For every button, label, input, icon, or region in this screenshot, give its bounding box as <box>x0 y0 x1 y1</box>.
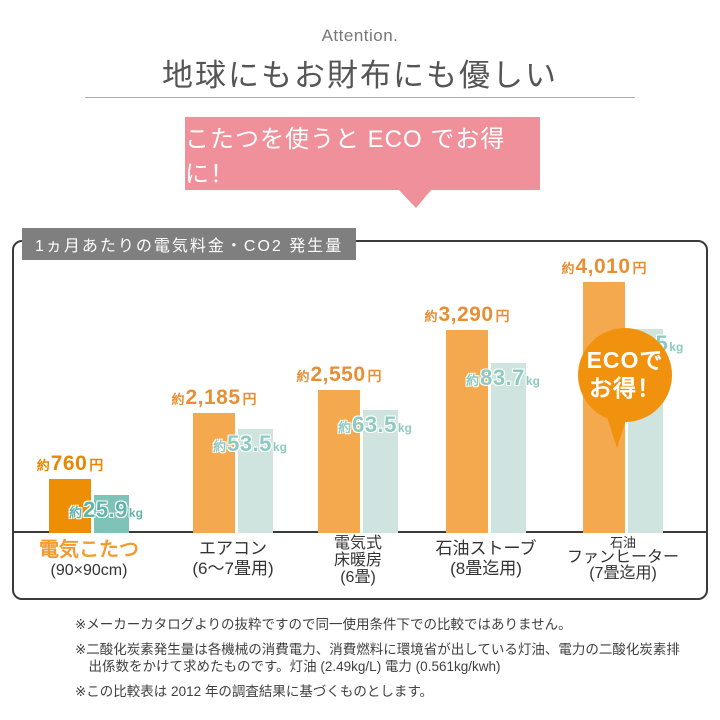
approx-prefix: 約 <box>561 261 575 276</box>
speech-bubble-tail <box>398 189 432 208</box>
category-name: エアコン <box>199 539 267 558</box>
price-number: 2,185 <box>185 386 241 409</box>
category-name: ファンヒーター <box>566 548 679 566</box>
footnote-item: ※二酸化炭素発生量は各機械の消費電力、消費燃料に環境省が出している灯油、電力の二… <box>75 641 680 675</box>
category-size: (7畳迄用) <box>589 565 657 583</box>
category-label-floor-heating: 電気式 床暖房 (6畳) <box>283 535 433 586</box>
price-unit: 円 <box>495 308 510 324</box>
co2-unit: kg <box>397 421 412 435</box>
eco-badge: ECOで お得！ <box>578 328 672 422</box>
price-value-label: 約2,550 円 <box>296 364 381 385</box>
footnote-item: ※メーカーカタログよりの抜粋ですので同一使用条件下での比較ではありません。 <box>75 617 572 632</box>
approx-prefix: 約 <box>36 458 50 473</box>
approx-prefix: 約 <box>424 309 438 324</box>
price-number: 4,010 <box>575 255 631 278</box>
approx-prefix: 約 <box>171 392 185 407</box>
approx-prefix: 約 <box>296 369 310 384</box>
price-value-label: 約760 円 <box>37 453 104 474</box>
eco-badge-tail <box>606 414 628 448</box>
price-bar <box>446 330 488 533</box>
footnote-item: ※この比較表は 2012 年の調査結果に基づくものとします。 <box>75 683 433 699</box>
bar-group-aircon: 約2,185 円 約53.5kg エアコン (6～7畳用) <box>158 242 308 598</box>
eco-badge-line1: ECOで <box>586 347 664 374</box>
price-unit: 円 <box>242 391 257 407</box>
co2-number: 25.9 <box>83 497 128 522</box>
co2-unit: kg <box>128 506 143 520</box>
eco-badge-line2: お得！ <box>589 375 661 401</box>
chart-title-badge: 1ヵ月あたりの電気料金・CO2 発生量 <box>22 228 357 260</box>
price-unit: 円 <box>89 457 104 473</box>
category-size: (8畳迄用) <box>450 558 522 578</box>
price-value-label: 約2,185 円 <box>171 387 256 408</box>
category-label-kotatsu: 電気こたつ (90×90cm) <box>14 539 164 580</box>
co2-number: 63.5 <box>352 412 397 437</box>
price-bar <box>49 479 91 533</box>
category-name: 床暖房 <box>333 551 382 569</box>
category-size: (6畳) <box>340 568 376 586</box>
category-label-oil-fan-heater: 石油 ファンヒーター (7畳迄用) <box>548 536 698 583</box>
price-unit: 円 <box>367 368 382 384</box>
co2-unit: kg <box>525 374 540 388</box>
co2-unit: kg <box>669 340 684 354</box>
co2-value-label: 約63.5kg <box>338 414 412 436</box>
co2-value-label: 約83.7kg <box>466 367 540 389</box>
approx-prefix: 約 <box>466 373 480 388</box>
category-label-oil-stove: 石油ストーブ (8畳迄用) <box>411 539 561 578</box>
title-divider <box>85 97 635 98</box>
approx-prefix: 約 <box>69 505 83 520</box>
co2-unit: kg <box>272 440 287 454</box>
category-size: (90×90cm) <box>50 562 128 579</box>
co2-number: 83.7 <box>480 365 525 390</box>
speech-bubble-text: こたつを使うと ECO でお得に！ <box>185 125 506 188</box>
approx-prefix: 約 <box>338 420 352 435</box>
category-name: 石油 <box>609 535 636 550</box>
price-bar <box>193 413 235 533</box>
co2-value-label: 約25.9kg <box>69 499 143 521</box>
approx-prefix: 約 <box>213 439 227 454</box>
price-number: 760 <box>50 452 88 475</box>
price-number: 2,550 <box>310 363 366 386</box>
category-label-aircon: エアコン (6～7畳用) <box>158 539 308 578</box>
price-value-label: 約3,290 円 <box>424 304 509 325</box>
bar-group-kotatsu: 約760 円 約25.9kg 電気こたつ (90×90cm) <box>14 242 164 598</box>
category-size: (6～7畳用) <box>192 558 274 578</box>
footnotes: ※メーカーカタログよりの抜粋ですので同一使用条件下での比較ではありません。 ※二… <box>75 616 685 707</box>
attention-label: Attention. <box>321 26 399 45</box>
price-bar <box>318 390 360 533</box>
price-value-label: 約4,010 円 <box>561 256 646 277</box>
co2-value-label: 約53.5kg <box>213 433 287 455</box>
category-name: 電気こたつ <box>39 539 139 561</box>
speech-bubble: こたつを使うと ECO でお得に！ <box>185 117 540 190</box>
price-number: 3,290 <box>438 303 494 326</box>
bar-group-oil-stove: 約3,290 円 約83.7kg 石油ストーブ (8畳迄用) <box>411 242 561 598</box>
co2-number: 53.5 <box>227 431 272 456</box>
price-unit: 円 <box>632 260 647 276</box>
page-title: 地球にもお財布にも優しい <box>162 58 558 93</box>
category-name: 石油ストーブ <box>435 539 537 558</box>
category-name: 電気式 <box>333 535 382 552</box>
comparison-chart-panel: 1ヵ月あたりの電気料金・CO2 発生量 約2,185 円 約53.5kg エアコン… <box>12 228 708 600</box>
bar-group-floor-heating: 約2,550 円 約63.5kg 電気式 床暖房 (6畳) <box>283 242 433 598</box>
